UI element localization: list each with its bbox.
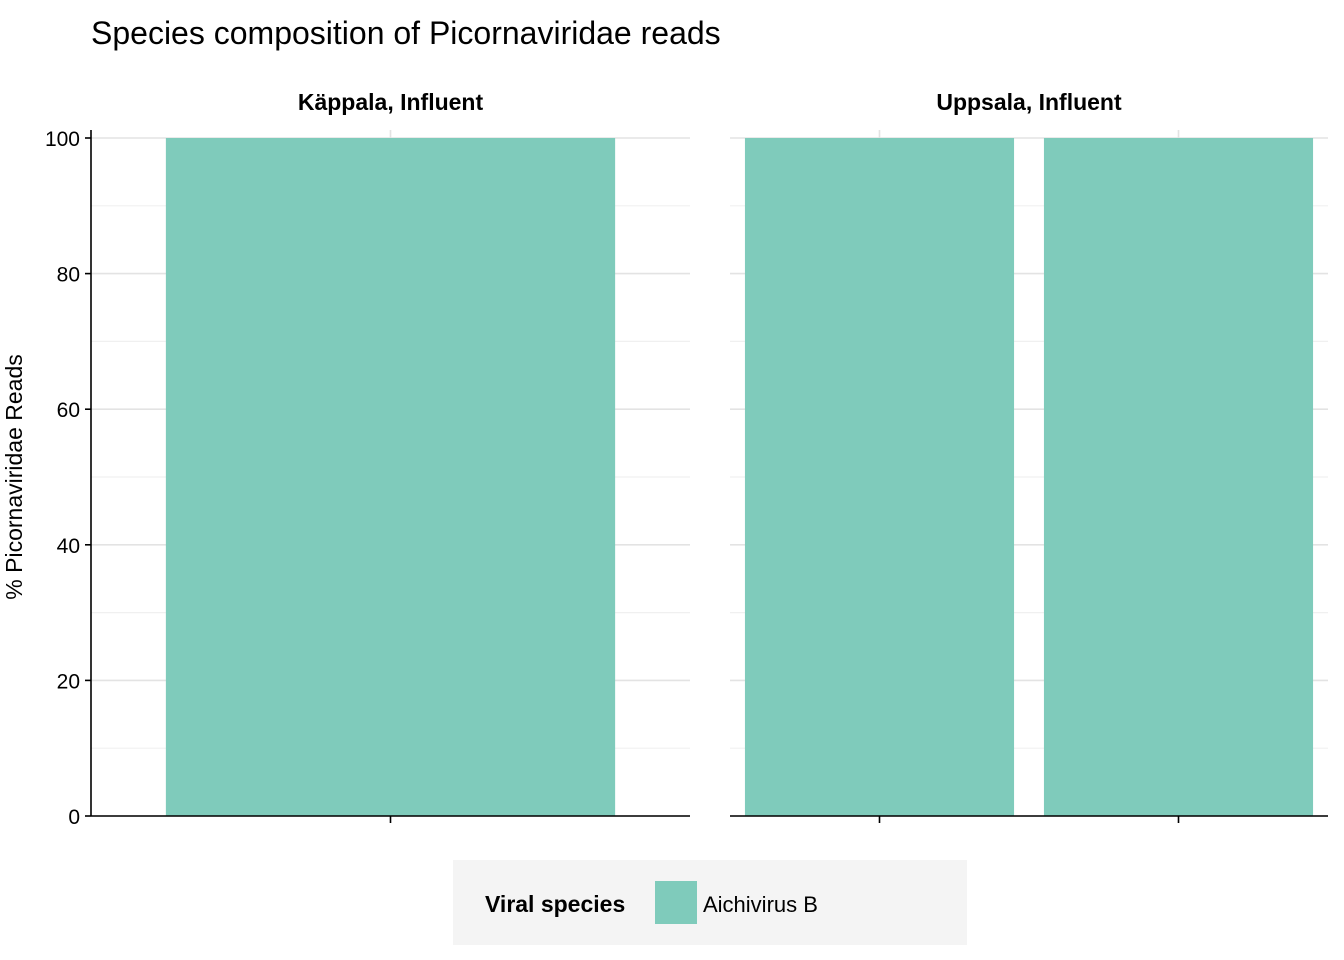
y-tick-label: 80 bbox=[57, 264, 80, 287]
facets: Käppala, Influent Uppsala, Influent bbox=[91, 89, 1328, 823]
y-tick-label: 100 bbox=[45, 128, 80, 151]
facet-label: Käppala, Influent bbox=[298, 89, 484, 115]
y-axis-title: % Picornaviridae Reads bbox=[1, 354, 27, 599]
bar bbox=[744, 138, 1015, 816]
legend-label: Aichivirus B bbox=[703, 892, 818, 917]
bar bbox=[165, 138, 616, 816]
legend-entries: Aichivirus B bbox=[655, 881, 818, 924]
legend: Viral species Aichivirus B bbox=[453, 860, 967, 945]
legend-swatch bbox=[655, 881, 697, 924]
legend-title: Viral species bbox=[485, 891, 625, 917]
y-tick-label: 40 bbox=[57, 535, 80, 558]
y-tick-label: 20 bbox=[57, 670, 80, 693]
facet-label: Uppsala, Influent bbox=[936, 89, 1122, 115]
y-tick-label: 60 bbox=[57, 399, 80, 422]
bar bbox=[1043, 138, 1314, 816]
facet-panel: Uppsala, Influent bbox=[730, 89, 1328, 823]
y-tick-label: 0 bbox=[68, 806, 80, 829]
chart-title: Species composition of Picornaviridae re… bbox=[91, 15, 721, 51]
y-axis: 0 20 40 60 80 100 bbox=[45, 128, 92, 829]
facet-panel: Käppala, Influent bbox=[91, 89, 690, 823]
legend-background bbox=[453, 860, 967, 945]
